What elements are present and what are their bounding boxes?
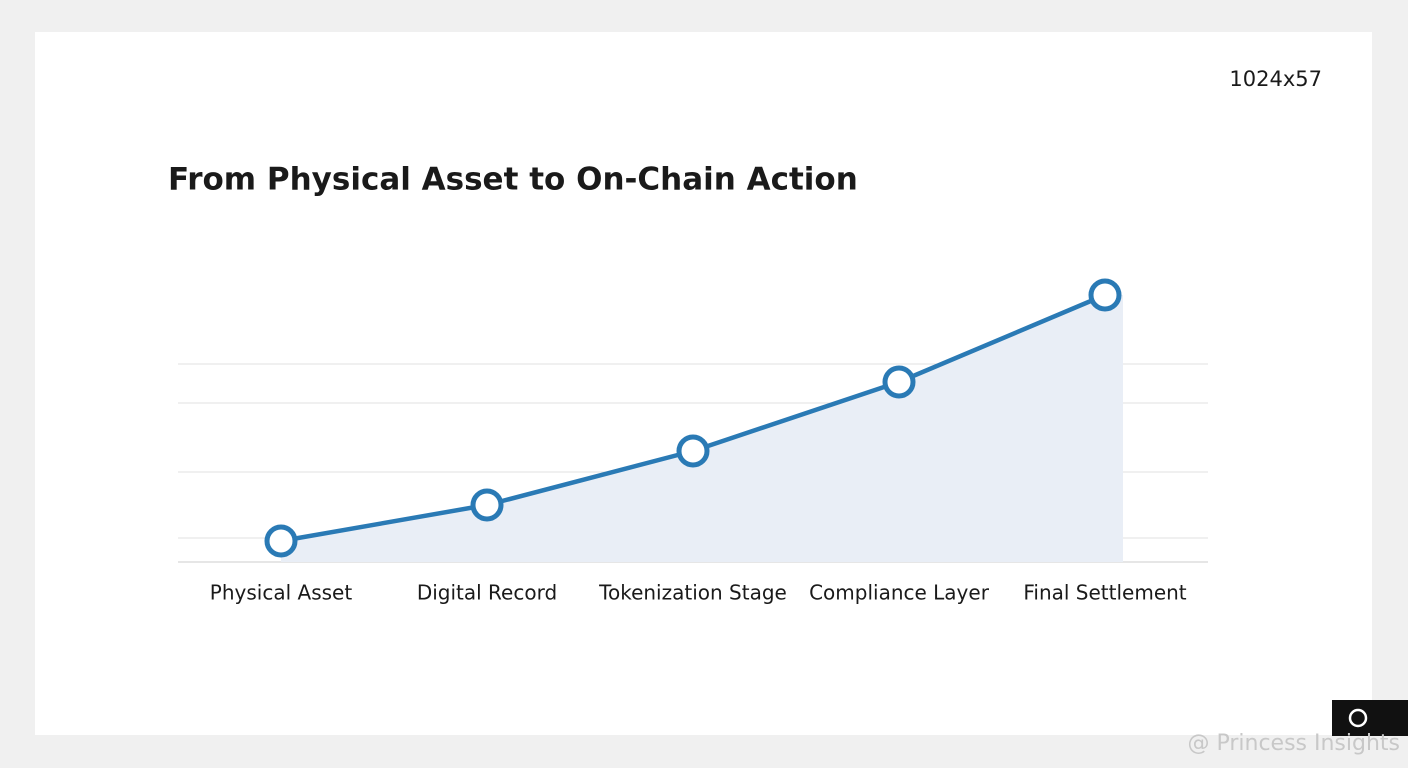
watermark: @ Princess Insights xyxy=(1187,731,1400,756)
chart-title: From Physical Asset to On-Chain Action xyxy=(168,162,858,198)
area xyxy=(281,295,1123,562)
point xyxy=(1088,278,1122,312)
x-tick-label: Final Settlement xyxy=(1023,581,1186,605)
card xyxy=(35,32,1372,735)
x-tick-label: Tokenization Stage xyxy=(598,581,787,605)
point xyxy=(470,488,504,522)
point xyxy=(882,365,916,399)
badge-icon xyxy=(1348,708,1368,728)
point xyxy=(676,434,710,468)
point xyxy=(264,524,298,558)
badge xyxy=(1332,700,1408,736)
size-label: 1024x57 xyxy=(1229,67,1322,91)
x-tick-label: Digital Record xyxy=(417,581,557,605)
x-tick-label: Physical Asset xyxy=(210,581,353,605)
x-tick-label: Compliance Layer xyxy=(809,581,990,605)
